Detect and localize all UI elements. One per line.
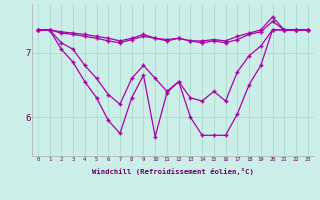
X-axis label: Windchill (Refroidissement éolien,°C): Windchill (Refroidissement éolien,°C) [92,168,254,175]
